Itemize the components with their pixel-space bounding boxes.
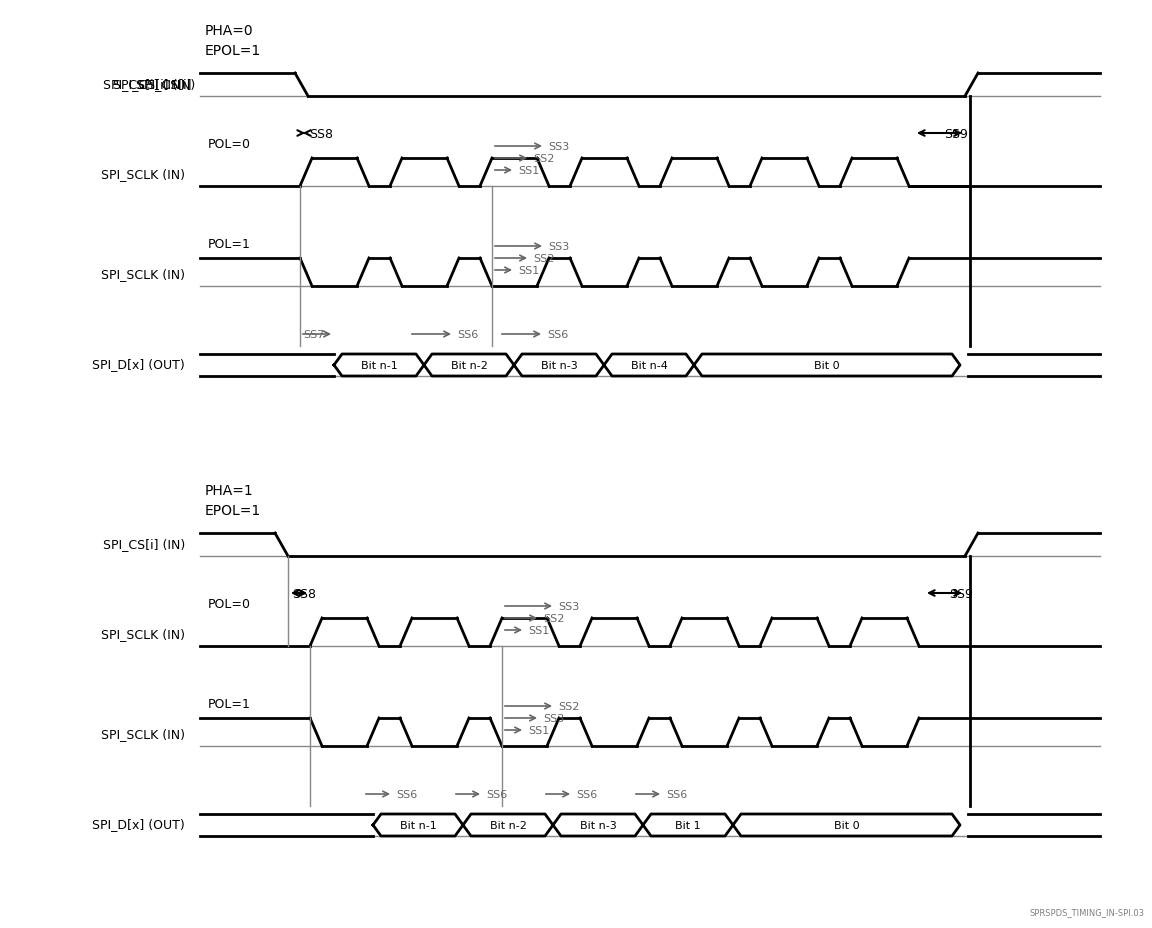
Text: SS3: SS3	[558, 601, 579, 612]
Text: Bit 0: Bit 0	[814, 361, 840, 370]
Text: Bit n-3: Bit n-3	[540, 361, 577, 370]
Text: SS6: SS6	[486, 789, 507, 799]
Text: SPI_SCLK (IN): SPI_SCLK (IN)	[101, 628, 185, 641]
Text: SS7: SS7	[303, 329, 325, 340]
Text: SS2: SS2	[558, 702, 579, 711]
Text: SPRSPDS_TIMING_IN-SPI.03: SPRSPDS_TIMING_IN-SPI.03	[1030, 907, 1145, 916]
Text: SPI_SCLK (IN): SPI_SCLK (IN)	[101, 168, 185, 181]
Text: Bit n-2: Bit n-2	[490, 820, 526, 831]
Text: SPI_D[x] (OUT): SPI_D[x] (OUT)	[92, 818, 185, 831]
Text: SS6: SS6	[576, 789, 597, 799]
Text: SPI_CS[i] (IN): SPI_CS[i] (IN)	[103, 538, 185, 551]
Text: Bit n-2: Bit n-2	[450, 361, 487, 370]
Text: SPI_SCLK (IN): SPI_SCLK (IN)	[101, 728, 185, 741]
Text: PHA=0: PHA=0	[205, 24, 253, 38]
Text: SS3: SS3	[548, 241, 569, 251]
Text: SS2: SS2	[533, 154, 554, 164]
Text: Bit 1: Bit 1	[675, 820, 700, 831]
Text: SS3: SS3	[548, 142, 569, 152]
Text: SS1: SS1	[528, 725, 550, 735]
Text: SPI_D[x] (OUT): SPI_D[x] (OUT)	[92, 358, 185, 371]
Text: EPOL=1: EPOL=1	[205, 44, 262, 58]
Text: SS2: SS2	[533, 253, 554, 264]
Text: Bit n-1: Bit n-1	[400, 820, 437, 831]
Text: SPI_CS[i] (IN): SPI_CS[i] (IN)	[113, 78, 195, 91]
Text: SS1: SS1	[528, 625, 550, 636]
Text: SS6: SS6	[547, 329, 568, 340]
Text: SS9: SS9	[949, 586, 973, 599]
Text: SS8: SS8	[291, 586, 316, 599]
Text: SS2: SS2	[543, 613, 564, 624]
Text: SS8: SS8	[309, 127, 333, 140]
Text: SS6: SS6	[666, 789, 688, 799]
Text: Bit 0: Bit 0	[834, 820, 859, 831]
Text: SS9: SS9	[943, 127, 968, 140]
Text: Bit n-1: Bit n-1	[361, 361, 397, 370]
Text: POL=1: POL=1	[209, 697, 251, 710]
Text: SS6: SS6	[457, 329, 478, 340]
Text: SS3: SS3	[543, 714, 564, 723]
Text: SPI_CS[i]: SPI_CS[i]	[136, 78, 195, 91]
Text: SS1: SS1	[518, 265, 539, 276]
Text: PHA=1: PHA=1	[205, 483, 253, 497]
Text: EPOL=1: EPOL=1	[205, 504, 262, 518]
Text: POL=0: POL=0	[209, 137, 251, 150]
Text: POL=0: POL=0	[209, 597, 251, 610]
Text: SPI_CS[i] (IN): SPI_CS[i] (IN)	[103, 78, 185, 91]
Text: SS6: SS6	[396, 789, 417, 799]
Text: POL=1: POL=1	[209, 238, 251, 251]
Text: Bit n-3: Bit n-3	[579, 820, 616, 831]
Text: Bit n-4: Bit n-4	[630, 361, 667, 370]
Text: SS1: SS1	[518, 166, 539, 175]
Text: SPI_SCLK (IN): SPI_SCLK (IN)	[101, 268, 185, 281]
